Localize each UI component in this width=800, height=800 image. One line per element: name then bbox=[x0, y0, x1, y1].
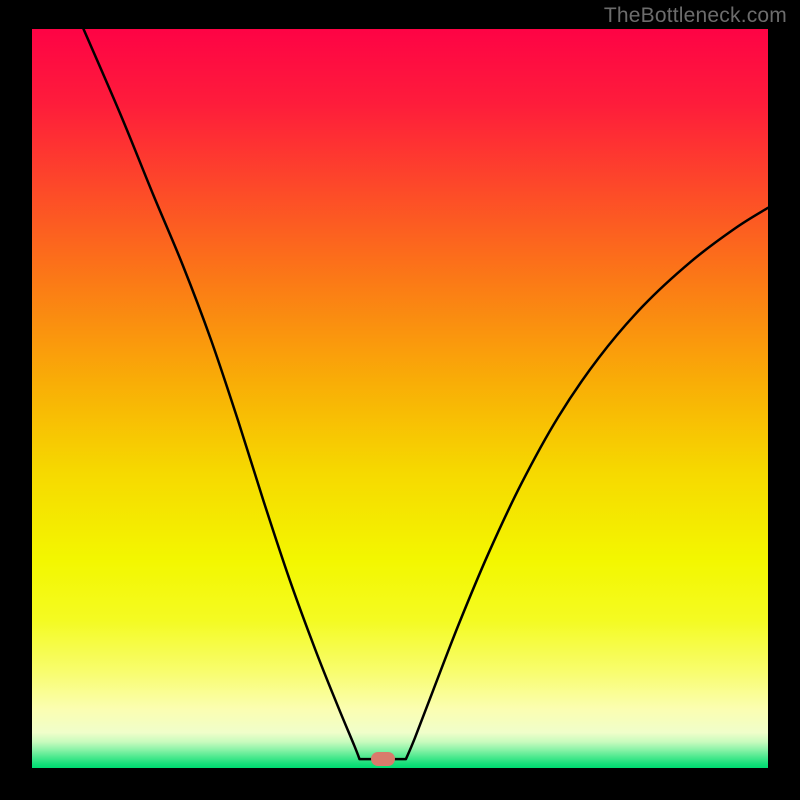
chart-stage: TheBottleneck.com bbox=[0, 0, 800, 800]
watermark-text: TheBottleneck.com bbox=[604, 4, 787, 28]
optimum-marker bbox=[371, 752, 395, 766]
bottleneck-curve bbox=[32, 29, 768, 768]
